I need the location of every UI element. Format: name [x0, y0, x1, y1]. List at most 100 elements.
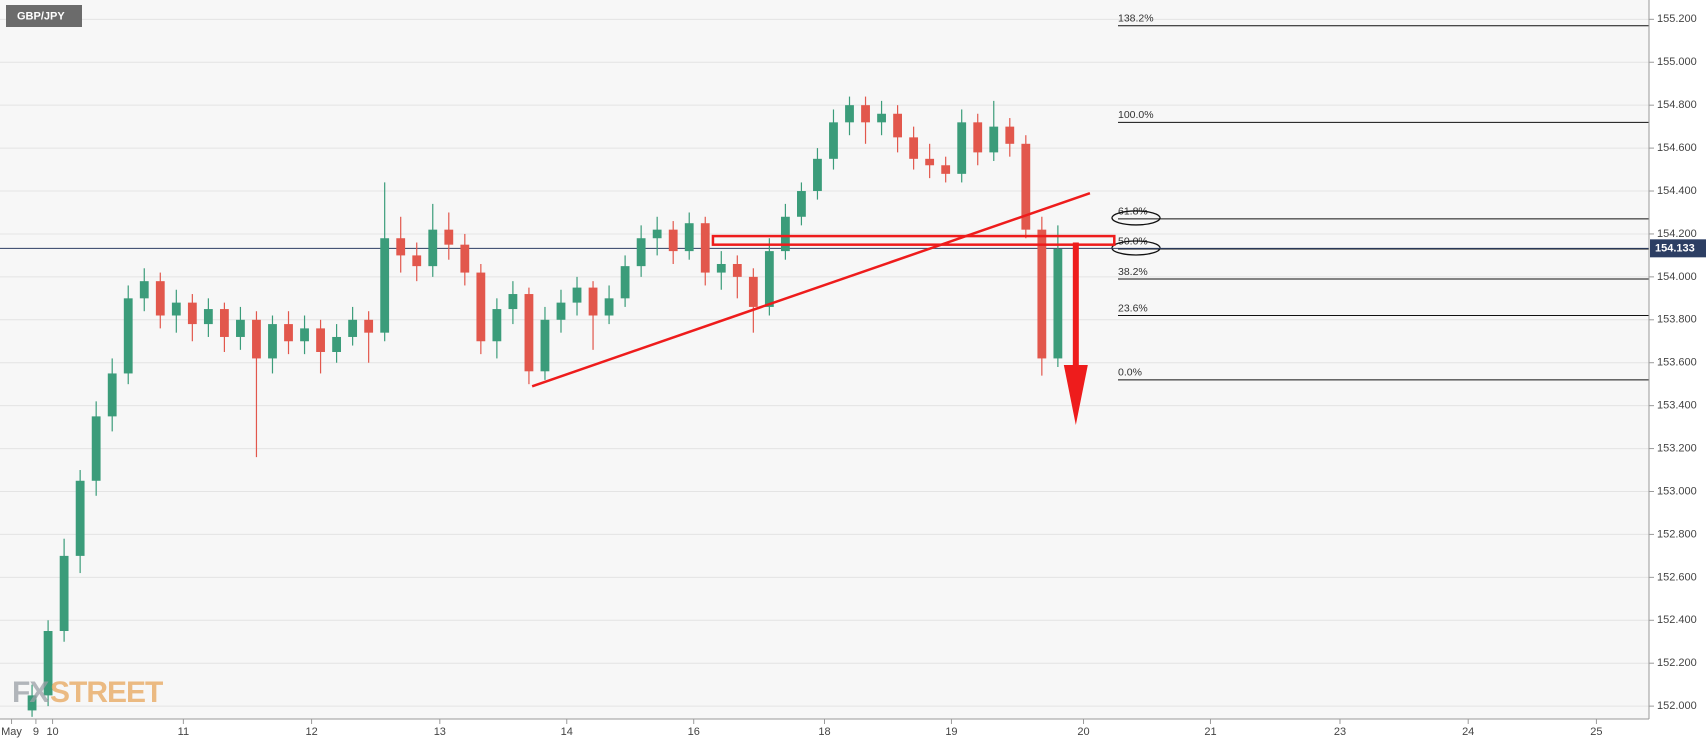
candle-body — [508, 294, 518, 310]
candle-body — [316, 328, 325, 352]
candle-body — [236, 319, 245, 337]
bearish-arrow — [1063, 242, 1088, 425]
y-tick-label: 152.400 — [1657, 614, 1697, 626]
fib-level-label: 0.0% — [1118, 367, 1142, 379]
candle-body — [348, 319, 358, 337]
candle-body — [364, 319, 374, 333]
fib-level-label: 23.6% — [1118, 302, 1148, 314]
candle-body — [284, 324, 293, 342]
plot-background — [0, 0, 1649, 719]
candle-body — [43, 631, 53, 696]
candle-body — [748, 276, 758, 307]
fib-level-label: 50.0% — [1118, 236, 1148, 248]
candle-body — [1053, 248, 1063, 359]
x-tick-label: 9 — [33, 726, 39, 738]
candle-body — [155, 281, 165, 316]
candle-body — [1037, 229, 1047, 359]
candle-body — [460, 244, 470, 273]
fibonacci-levels: 138.2% 100.0% 61.8% 50.0% 38.2% 23.6% 0.0% — [0, 13, 1649, 381]
candle-body — [428, 229, 438, 267]
candle-body — [893, 113, 902, 138]
y-tick-label: 152.600 — [1657, 571, 1697, 583]
resistance-zone — [711, 234, 1116, 246]
y-tick-label: 154.000 — [1657, 271, 1697, 283]
x-tick-label: 19 — [945, 726, 957, 738]
candle-body — [252, 319, 261, 359]
symbol-badge: GBP/JPY — [6, 5, 82, 27]
candle-body — [492, 309, 502, 342]
candle-body — [780, 216, 790, 252]
candle-body — [797, 191, 806, 217]
x-tick-label: 13 — [434, 726, 446, 738]
candle-body — [332, 336, 342, 352]
watermark: FX STREET — [12, 676, 164, 709]
y-tick-label: 154.200 — [1657, 228, 1697, 240]
last-price-label: 154.133 — [1655, 243, 1695, 255]
annotations — [531, 191, 1116, 425]
fib-level-label: 38.2% — [1118, 266, 1148, 278]
candle-body — [877, 113, 886, 123]
y-tick-label: 154.800 — [1657, 99, 1697, 111]
candle-body — [187, 302, 197, 325]
last-price-badge — [1650, 239, 1706, 258]
x-tick-label: 21 — [1204, 726, 1216, 738]
y-tick-label: 153.200 — [1657, 442, 1697, 454]
candle-body — [476, 272, 486, 342]
symbol-badge-box — [6, 5, 82, 27]
candle-body — [59, 555, 69, 632]
candle-body — [524, 294, 534, 372]
candle-body — [909, 137, 919, 159]
candle-body — [75, 480, 85, 556]
candle-body — [764, 251, 774, 307]
candles — [27, 96, 1063, 717]
y-tick-label: 152.000 — [1657, 700, 1697, 712]
candle-body — [716, 263, 726, 273]
candle-body — [412, 255, 422, 267]
candle-body — [268, 324, 277, 359]
x-tick-label: 10 — [46, 726, 58, 738]
y-tick-label: 155.000 — [1657, 56, 1697, 68]
candle-body — [540, 319, 550, 372]
x-tick-label: 25 — [1590, 726, 1602, 738]
fib-level-highlight — [1111, 210, 1161, 226]
candle-body — [556, 302, 566, 320]
candle-body — [91, 416, 101, 481]
candle-body — [845, 105, 854, 123]
y-tick-label: 153.000 — [1657, 485, 1697, 497]
x-tick-label: 24 — [1462, 726, 1474, 738]
candle-body — [957, 122, 967, 174]
watermark-left: FX — [12, 676, 49, 709]
y-tick-label: 155.200 — [1657, 13, 1697, 25]
candle-body — [1005, 126, 1015, 144]
fib-level-label: 61.8% — [1118, 206, 1148, 218]
y-tick-label: 154.400 — [1657, 185, 1697, 197]
candle-body — [861, 105, 870, 123]
x-tick-label: May — [1, 726, 22, 738]
candle-body — [171, 302, 181, 316]
candle-body — [219, 309, 229, 337]
x-tick-label: 23 — [1334, 726, 1346, 738]
candle-body — [829, 122, 838, 159]
y-tick-label: 152.200 — [1657, 657, 1697, 669]
y-tick-label: 153.400 — [1657, 400, 1697, 412]
x-tick-label: 16 — [688, 726, 700, 738]
fib-level-label: 138.2% — [1118, 13, 1154, 25]
x-tick-label: 20 — [1077, 726, 1089, 738]
candle-body — [123, 298, 133, 374]
y-tick-label: 154.600 — [1657, 142, 1697, 154]
candle-body — [27, 695, 37, 711]
candle-body — [989, 126, 999, 153]
candle-body — [620, 266, 630, 299]
candle-body — [572, 287, 582, 303]
fib-level-label: 100.0% — [1118, 109, 1154, 121]
candle-body — [444, 229, 454, 245]
candle-body — [203, 309, 213, 325]
watermark-right: STREET — [50, 676, 163, 709]
candle-body — [925, 158, 935, 166]
candle-body — [941, 165, 951, 174]
candle-body — [813, 158, 822, 192]
candle-body — [636, 238, 646, 267]
candle-body — [300, 328, 309, 342]
